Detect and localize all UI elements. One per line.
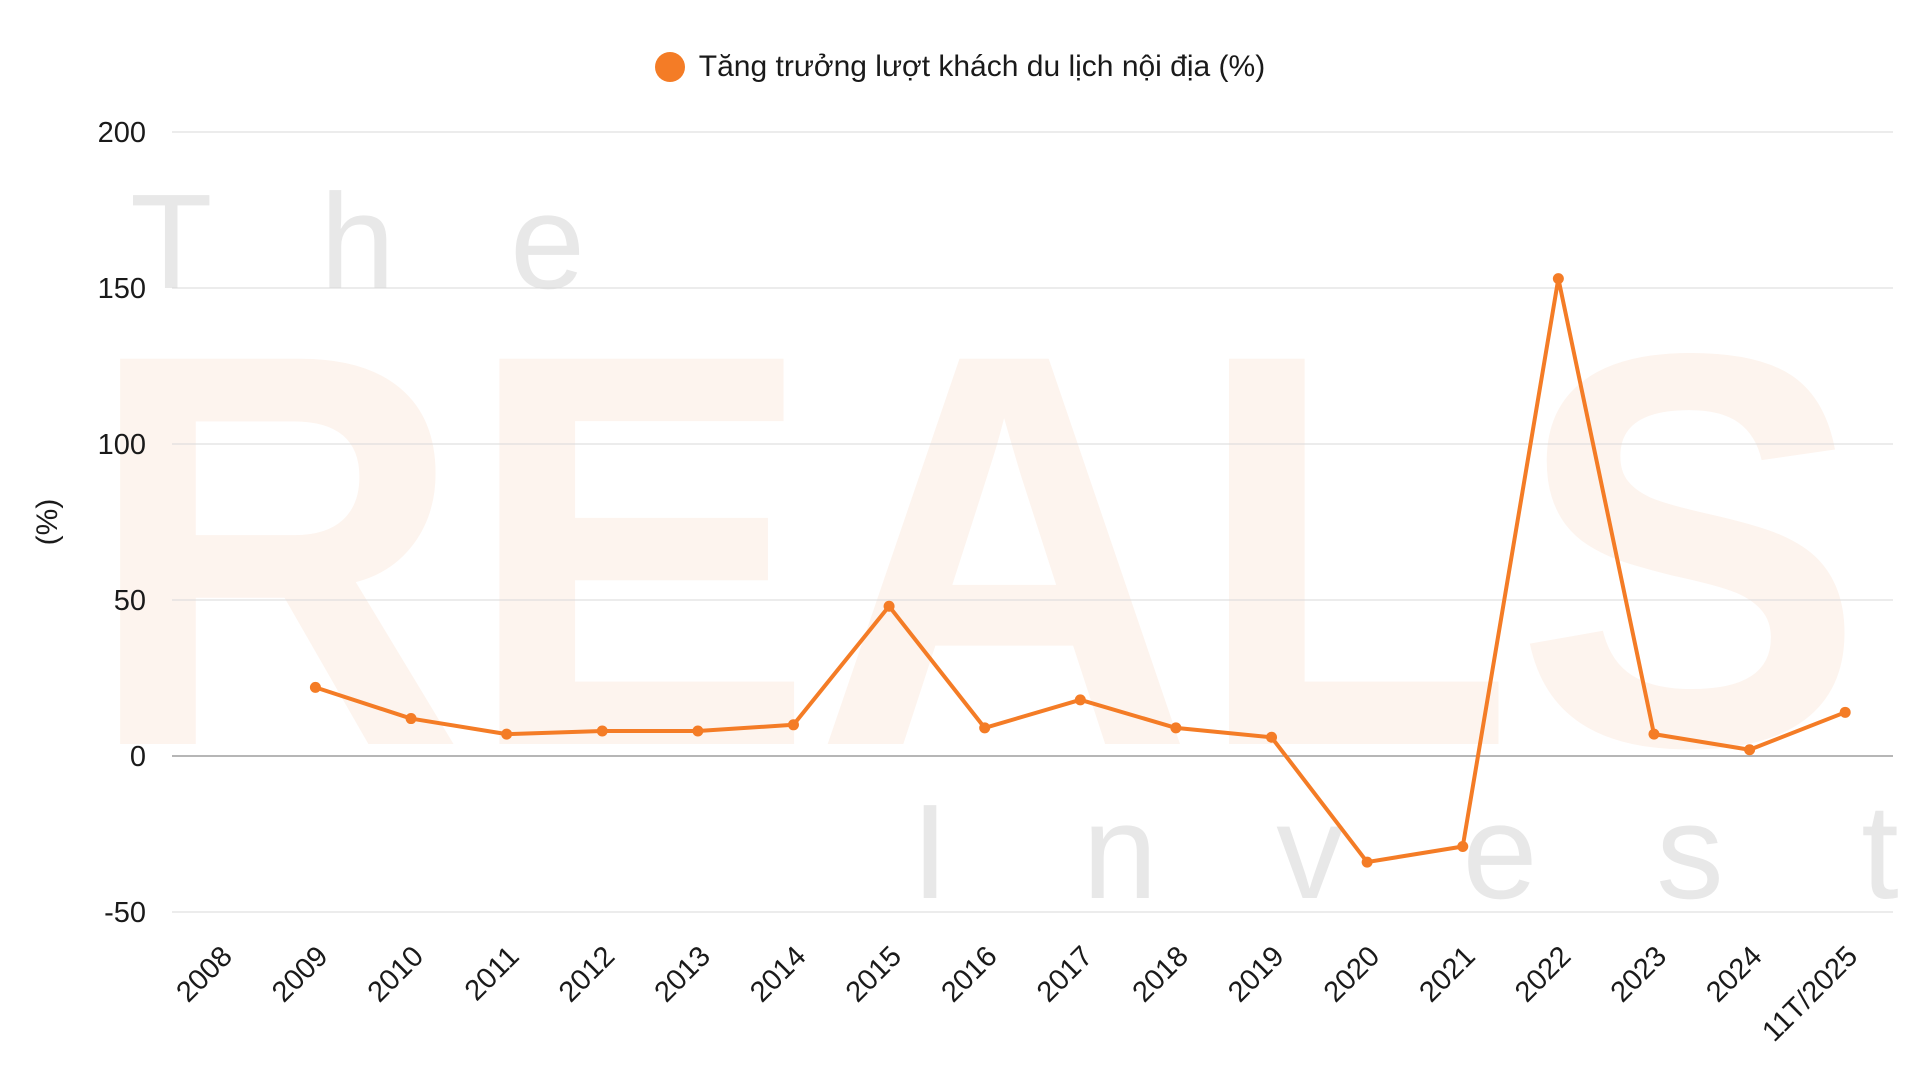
x-tick-label: 2008	[171, 940, 239, 1008]
y-tick-label: 200	[98, 117, 146, 149]
y-tick-label: 100	[98, 429, 146, 461]
grid	[172, 131, 1893, 913]
x-tick-label: 2011	[459, 940, 526, 1007]
watermark-letter: s	[1656, 776, 1724, 927]
x-tick-label: 2010	[362, 940, 430, 1008]
y-tick-label: 0	[130, 741, 146, 773]
watermark-letter: e	[1462, 776, 1537, 927]
watermark-letter: T	[130, 166, 212, 317]
data-point	[787, 719, 799, 731]
y-tick-label: 150	[98, 273, 146, 305]
data-point	[1266, 731, 1278, 743]
data-point	[596, 725, 608, 737]
data-point	[309, 681, 321, 693]
x-tick-label: 2022	[1509, 940, 1577, 1008]
x-tick-label: 11T/2025	[1756, 940, 1864, 1048]
x-axis-ticks: 2008 2009 2010 2011 2012 2013 2014 2015 2016 2017…	[171, 940, 1865, 1048]
watermark-letter: I	[911, 776, 949, 927]
data-point	[883, 600, 895, 612]
x-tick-label: 2018	[1127, 940, 1195, 1008]
data-point	[1361, 856, 1373, 868]
data-point	[405, 713, 417, 725]
data-point	[1074, 694, 1086, 706]
legend-label: Tăng trưởng lượt khách du lịch nội địa (…	[698, 50, 1266, 83]
x-tick-label: 2024	[1700, 940, 1768, 1008]
x-tick-label: 2012	[553, 940, 621, 1008]
data-point	[1744, 744, 1756, 756]
watermark-letter: e	[510, 166, 585, 317]
x-tick-label: 2017	[1031, 940, 1099, 1008]
data-point	[1648, 728, 1660, 740]
watermark-letter: t	[1861, 776, 1899, 927]
y-axis-ticks: -50 0 50 100 150 200	[98, 117, 146, 929]
x-tick-label: 2023	[1605, 940, 1673, 1008]
watermark-letter: h	[320, 166, 395, 317]
x-tick-label: 2019	[1222, 940, 1290, 1008]
watermark-letter: v	[1276, 776, 1344, 927]
x-tick-label: 2020	[1318, 940, 1386, 1008]
x-tick-label: 2009	[266, 940, 334, 1008]
data-point	[692, 725, 704, 737]
data-point	[1839, 706, 1851, 718]
data-point	[501, 728, 513, 740]
data-point	[1552, 273, 1564, 285]
y-tick-label: 50	[114, 585, 146, 617]
data-point	[979, 722, 991, 734]
data-point	[1170, 722, 1182, 734]
data-point	[1457, 840, 1469, 852]
y-axis-label: (%)	[31, 498, 64, 546]
series	[309, 273, 1851, 868]
x-tick-label: 2021	[1413, 940, 1481, 1008]
legend: Tăng trưởng lượt khách du lịch nội địa (…	[0, 50, 1920, 84]
legend-marker	[654, 52, 685, 82]
x-tick-label: 2016	[935, 940, 1003, 1008]
x-tick-label: 2013	[649, 940, 717, 1008]
watermark-letter: n	[1082, 776, 1157, 927]
x-tick-label: 2015	[840, 940, 908, 1008]
x-tick-label: 2014	[744, 940, 812, 1008]
y-tick-label: -50	[104, 897, 146, 929]
watermark-word: REALS	[85, 237, 1865, 863]
